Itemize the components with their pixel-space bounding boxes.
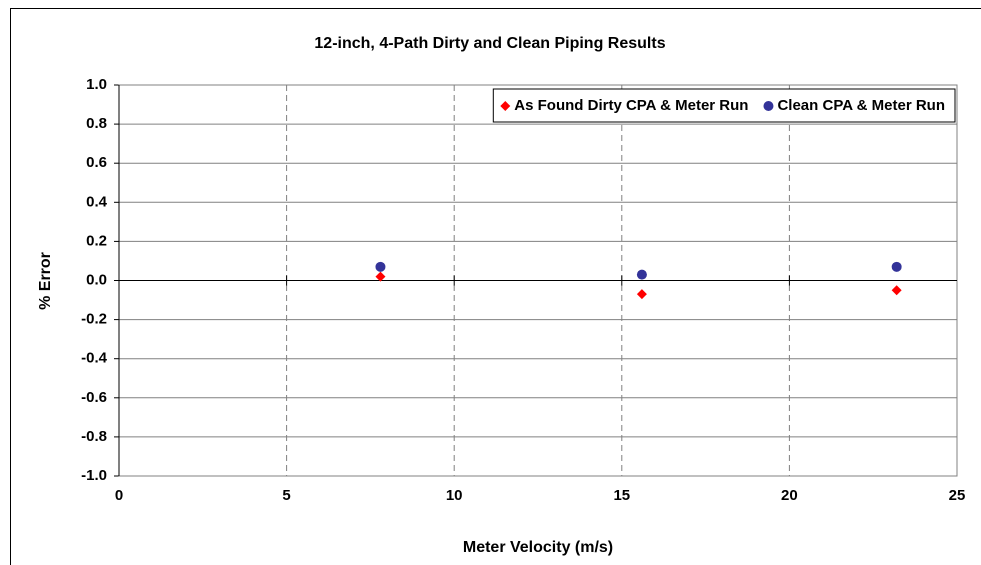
x-tick-label: 10: [446, 487, 463, 504]
x-tick-label: 25: [949, 487, 966, 504]
y-tick-label: -0.8: [81, 428, 107, 445]
point: [636, 269, 647, 280]
x-axis-label: Meter Velocity (m/s): [463, 539, 613, 556]
x-tick-label: 5: [282, 487, 290, 504]
y-tick-label: 1.0: [86, 76, 107, 93]
point: [636, 289, 647, 300]
point: [375, 271, 386, 282]
legend: As Found Dirty CPA & Meter Run Clean CPA …: [492, 88, 956, 123]
y-axis-label: % Error: [37, 252, 54, 310]
y-tick-label: 0.2: [86, 232, 107, 249]
y-tick-label: -0.2: [81, 311, 107, 328]
y-tick-label: -1.0: [81, 467, 107, 484]
y-tick-label: 0.6: [86, 154, 107, 171]
point: [891, 285, 902, 296]
legend-label: As Found Dirty CPA & Meter Run: [514, 97, 748, 114]
y-tick-label: 0.0: [86, 271, 107, 288]
x-tick-label: 20: [781, 487, 798, 504]
x-tick-label: 15: [613, 487, 630, 504]
legend-marker: [500, 101, 511, 111]
y-tick-label: -0.4: [81, 350, 108, 367]
legend-box: [492, 88, 956, 123]
y-tick-label: 0.8: [86, 115, 107, 132]
x-tick-label: 0: [115, 487, 123, 504]
y-tick-label: -0.6: [81, 389, 107, 406]
point: [375, 261, 386, 272]
legend-label: Clean CPA & Meter Run: [777, 97, 945, 114]
legend-marker: [763, 101, 774, 111]
y-tick-label: 0.4: [86, 193, 108, 210]
chart-title: 12-inch, 4-Path Dirty and Clean Piping R…: [314, 35, 665, 52]
point: [891, 261, 902, 272]
